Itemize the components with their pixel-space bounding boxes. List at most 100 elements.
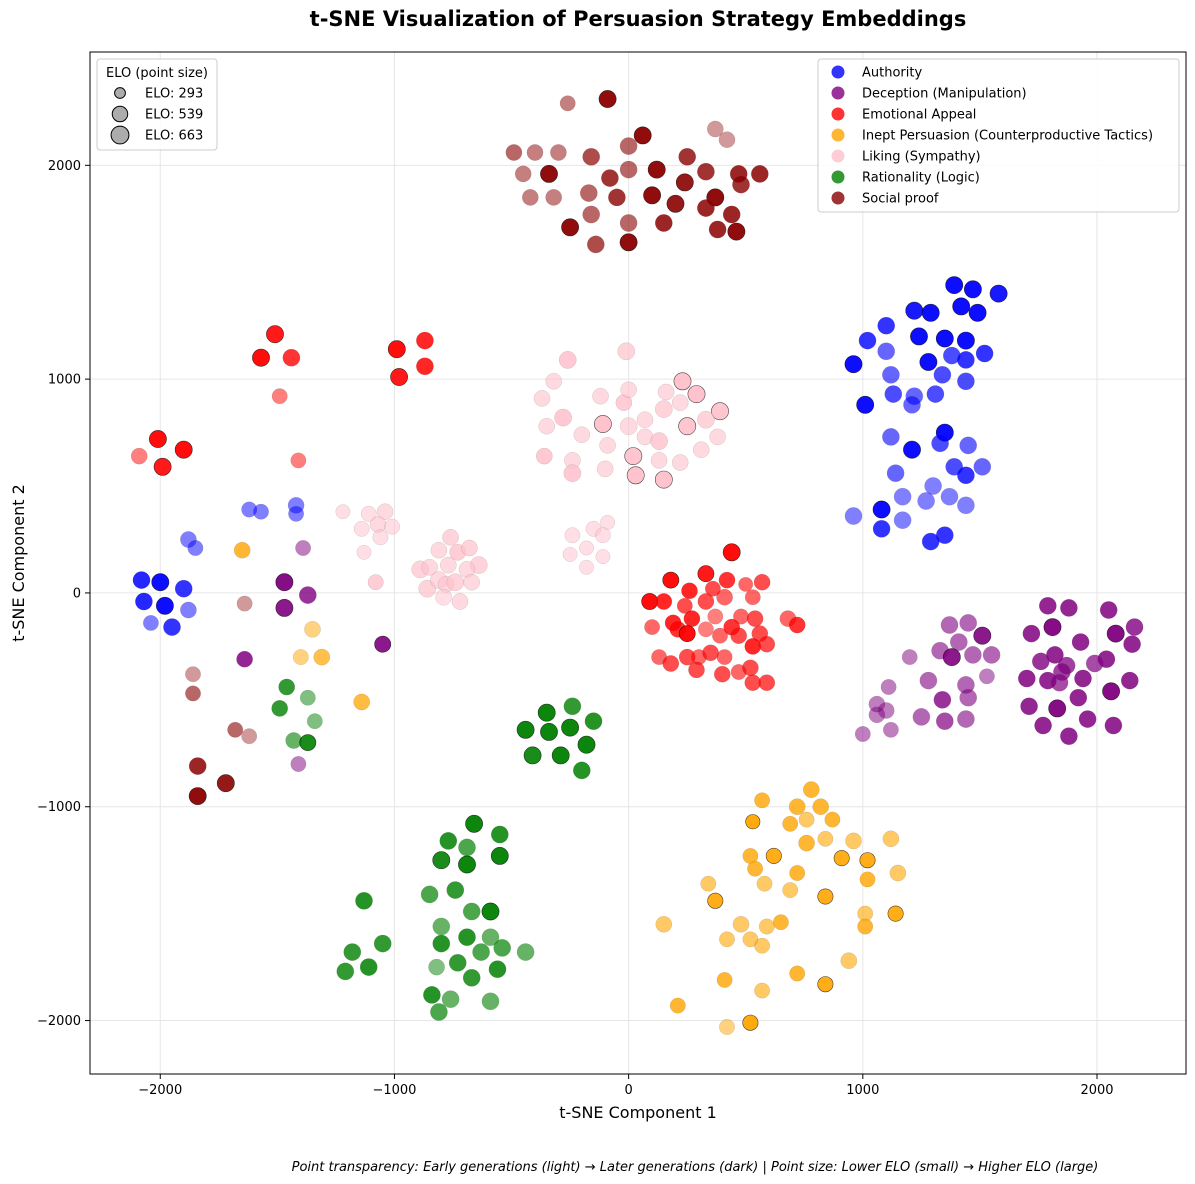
data-point bbox=[959, 436, 977, 455]
data-point bbox=[558, 351, 577, 369]
data-point bbox=[292, 649, 309, 665]
data-point bbox=[789, 865, 806, 881]
data-point bbox=[803, 781, 820, 798]
data-point bbox=[719, 1019, 735, 1035]
size-legend-label: ELO: 539 bbox=[145, 108, 203, 123]
data-point bbox=[299, 689, 316, 706]
data-point bbox=[697, 410, 715, 429]
data-point bbox=[692, 441, 710, 458]
data-point bbox=[432, 934, 451, 953]
data-point bbox=[285, 732, 302, 749]
data-point bbox=[950, 633, 968, 651]
data-point bbox=[856, 395, 875, 414]
data-point bbox=[889, 864, 907, 882]
data-point bbox=[753, 573, 771, 591]
data-point bbox=[644, 619, 660, 635]
series-2 bbox=[130, 325, 806, 691]
data-point bbox=[278, 678, 295, 696]
data-point bbox=[718, 571, 736, 589]
data-point bbox=[845, 832, 862, 850]
data-point bbox=[446, 573, 465, 591]
data-point bbox=[430, 541, 448, 559]
data-point bbox=[155, 596, 174, 615]
data-point bbox=[579, 540, 594, 556]
data-point bbox=[538, 417, 555, 435]
data-point bbox=[758, 918, 775, 935]
data-point bbox=[599, 437, 616, 454]
y-tick-label: −1000 bbox=[37, 800, 81, 815]
data-point bbox=[353, 693, 370, 711]
scatter-points bbox=[130, 90, 1144, 1035]
data-point bbox=[536, 447, 553, 465]
series-5 bbox=[271, 678, 603, 1021]
data-point bbox=[180, 601, 197, 619]
data-point bbox=[545, 189, 562, 206]
data-point bbox=[877, 702, 895, 719]
data-point bbox=[744, 674, 762, 691]
color-legend: Authority Deception (Manipulation) Emotion… bbox=[817, 58, 1180, 213]
data-point bbox=[151, 573, 170, 592]
data-point bbox=[732, 175, 750, 194]
series-6 bbox=[185, 90, 769, 806]
data-point bbox=[619, 160, 638, 179]
data-point bbox=[1060, 599, 1078, 617]
data-point bbox=[451, 593, 469, 610]
data-point bbox=[580, 184, 598, 202]
data-point bbox=[655, 214, 673, 232]
data-point bbox=[130, 447, 148, 465]
data-point bbox=[975, 344, 994, 363]
data-point bbox=[697, 565, 715, 583]
data-point bbox=[945, 276, 964, 295]
color-legend-label: Social proof bbox=[862, 192, 939, 207]
data-point bbox=[973, 458, 992, 476]
data-point bbox=[666, 194, 685, 213]
data-point bbox=[989, 284, 1008, 303]
data-point bbox=[893, 511, 912, 529]
data-point bbox=[854, 726, 871, 742]
data-point bbox=[1039, 597, 1057, 615]
data-point bbox=[582, 205, 600, 224]
size-legend-label: ELO: 663 bbox=[145, 129, 203, 144]
data-point bbox=[697, 199, 715, 217]
data-point bbox=[435, 588, 452, 606]
data-point bbox=[747, 860, 763, 877]
data-point bbox=[288, 505, 304, 522]
data-point bbox=[1018, 669, 1036, 688]
data-point bbox=[608, 188, 626, 207]
data-point bbox=[903, 440, 921, 459]
data-point bbox=[458, 855, 476, 874]
data-point bbox=[840, 952, 858, 969]
data-point bbox=[306, 713, 323, 730]
data-point bbox=[271, 700, 288, 717]
data-point bbox=[1104, 716, 1123, 735]
data-point bbox=[516, 720, 535, 739]
data-point bbox=[746, 610, 764, 627]
data-point bbox=[765, 847, 782, 864]
y-tick-label: −2000 bbox=[37, 1014, 81, 1029]
data-point bbox=[522, 189, 539, 206]
color-legend-marker bbox=[831, 170, 845, 184]
y-tick-label: 2000 bbox=[48, 159, 81, 174]
series-1 bbox=[236, 540, 1144, 772]
color-legend-label: Liking (Sympathy) bbox=[862, 150, 981, 165]
data-point bbox=[428, 958, 445, 976]
data-point bbox=[931, 434, 949, 453]
data-point bbox=[722, 205, 741, 224]
data-point bbox=[957, 372, 975, 391]
data-point bbox=[594, 415, 612, 433]
color-legend-label: Inept Persuasion (Counterproductive Tact… bbox=[862, 129, 1153, 144]
data-point bbox=[698, 621, 714, 638]
data-point bbox=[579, 559, 594, 575]
data-point bbox=[957, 496, 975, 515]
data-point bbox=[919, 671, 938, 690]
chart-title: t-SNE Visualization of Persuasion Strate… bbox=[310, 7, 967, 31]
data-point bbox=[540, 723, 558, 741]
color-legend-label: Rationality (Logic) bbox=[862, 171, 980, 186]
data-point bbox=[921, 532, 940, 551]
data-point bbox=[465, 814, 484, 833]
data-point bbox=[877, 342, 895, 361]
data-point bbox=[490, 847, 509, 865]
data-point bbox=[387, 340, 406, 359]
data-point bbox=[744, 589, 761, 606]
data-point bbox=[335, 504, 351, 520]
